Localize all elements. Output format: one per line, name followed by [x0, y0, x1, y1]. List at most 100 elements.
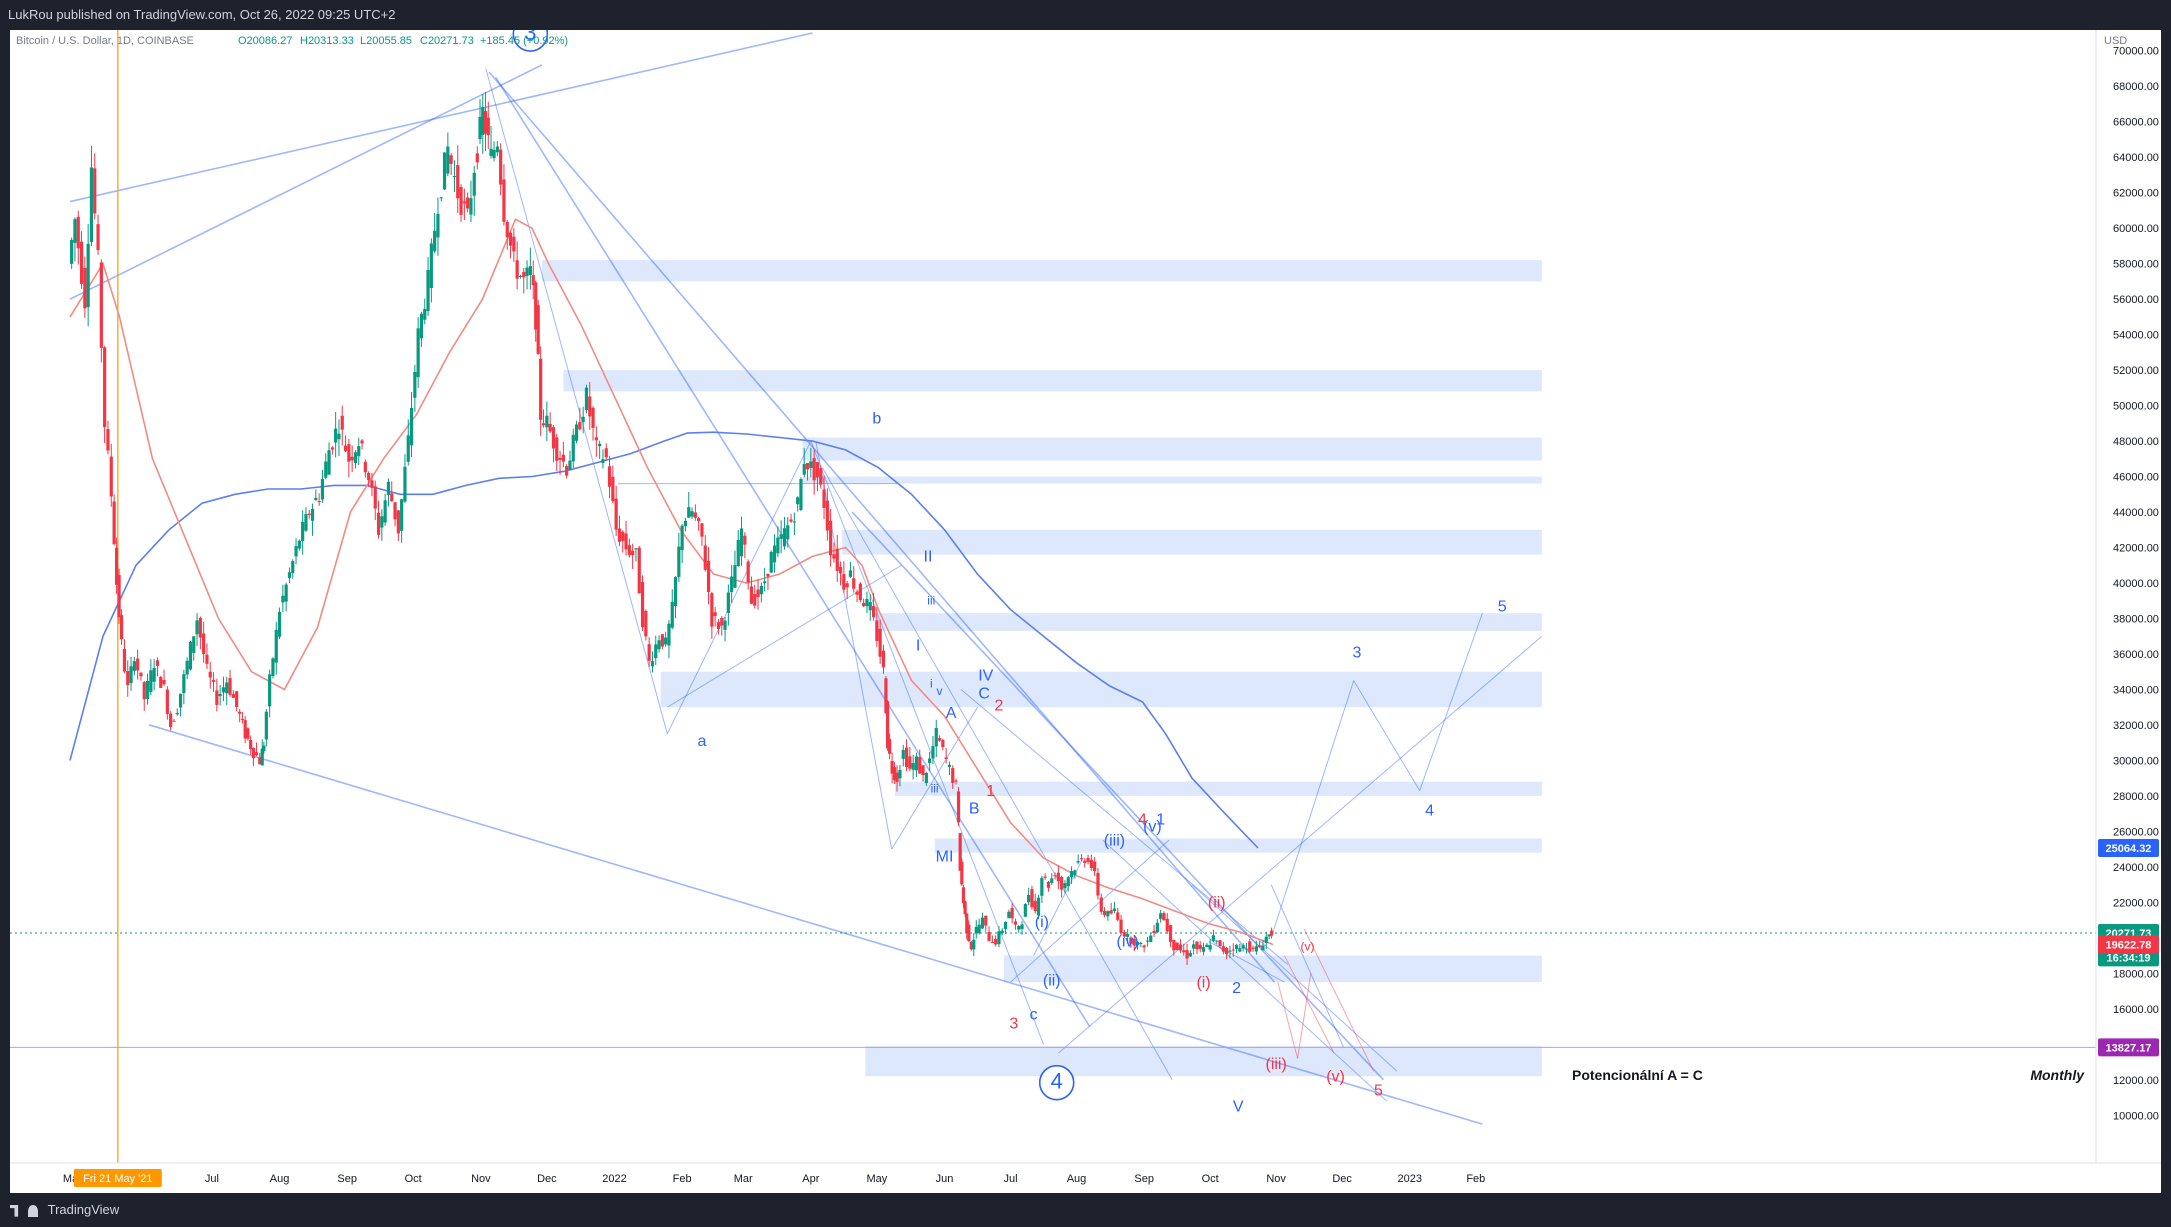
trendline-2 [148, 724, 1483, 1125]
time-tick-label: Mar [734, 1173, 753, 1185]
candle-body [901, 750, 905, 759]
candle-body [756, 589, 760, 598]
candle-body [442, 152, 447, 190]
candle-body [591, 407, 595, 428]
candle-body [155, 660, 160, 666]
candle-body [307, 513, 311, 515]
candle-body [1050, 878, 1054, 883]
time-tick-label: Sep [1134, 1173, 1154, 1185]
candle-body [481, 107, 485, 135]
candle-body [238, 711, 242, 714]
candle-body [958, 833, 962, 871]
candle-body [215, 690, 219, 705]
candle-body [980, 917, 985, 929]
candle-body [416, 328, 420, 378]
candle-body [782, 528, 787, 547]
candle-body [178, 693, 183, 708]
candle-body [1073, 870, 1077, 876]
time-tick-label: Jul [1003, 1173, 1017, 1185]
wave-label-1: 4 [1051, 1069, 1063, 1094]
candle-body [357, 446, 361, 457]
candle-body [832, 554, 836, 559]
candle-body [984, 915, 988, 926]
candle-body [548, 423, 552, 432]
candle-body [871, 606, 876, 618]
wave-labels: 34bacIIIiiiiviiiMIIVABC213(i)(ii)(iii)(i… [512, 30, 1507, 1116]
candle-body [1043, 876, 1047, 878]
time-tick-label: Feb [1466, 1173, 1485, 1185]
candle-body [1168, 925, 1173, 942]
candle-body [320, 479, 325, 500]
time-tick-label: 2023 [1398, 1173, 1422, 1185]
candle-body [746, 561, 750, 583]
candle-body [188, 642, 193, 670]
candle-body [944, 757, 948, 759]
candle-body [1238, 948, 1242, 952]
candle-body [413, 371, 417, 398]
candle-body [1122, 932, 1126, 937]
wave-label-29: (iii) [1265, 1056, 1286, 1073]
candle-body [439, 197, 443, 199]
candle-body [1228, 950, 1232, 952]
candle-body [611, 476, 615, 502]
candle-body [963, 901, 967, 915]
candle-body [1270, 930, 1274, 936]
candle-body [483, 111, 488, 134]
candle-body [852, 578, 856, 589]
trendline-14 [821, 467, 1173, 1081]
candle-body [103, 347, 107, 428]
candle-body [954, 780, 958, 782]
candle-body [710, 593, 714, 627]
candle-body [462, 201, 466, 204]
candle-body [1066, 877, 1070, 887]
zone-2 [802, 437, 1542, 461]
candle-body [436, 213, 440, 238]
wave-label-2: b [872, 410, 881, 427]
candle-body [640, 582, 645, 628]
candle-body [627, 545, 631, 556]
candle-body [614, 498, 618, 530]
candle-body [1076, 861, 1080, 863]
candle-body [96, 224, 100, 250]
wave-label-28: 2 [1232, 980, 1241, 997]
price-tick-label: 66000.00 [2113, 117, 2159, 129]
candle-body [1261, 945, 1265, 951]
candle-body [317, 500, 321, 502]
candle-body [109, 456, 113, 497]
candle-body [961, 887, 966, 904]
price-chart[interactable]: 34bacIIIiiiiviiiMIIVABC213(i)(ii)(iii)(i… [10, 30, 2161, 1193]
candle-body [1162, 913, 1166, 921]
price-tick-label: 34000.00 [2113, 684, 2159, 696]
candle-body [604, 448, 608, 458]
candle-body [1036, 897, 1041, 916]
candle-body [271, 658, 275, 676]
candle-body [235, 691, 239, 707]
candle-body [1145, 940, 1150, 942]
candle-body [251, 748, 256, 759]
candle-body [941, 739, 945, 748]
wave-label-5: II [924, 549, 933, 566]
candle-body [1023, 903, 1027, 917]
wave-label-36: 5 [1498, 598, 1507, 615]
trendline-16 [1058, 635, 1543, 1054]
candle-body [304, 514, 308, 531]
candle-body [650, 661, 655, 667]
candle-body [937, 738, 942, 741]
candle-body [956, 791, 961, 823]
wave-label-22: (iv) [1117, 934, 1139, 951]
price-tick-label: 56000.00 [2113, 294, 2159, 306]
candle-body [1056, 872, 1060, 882]
candle-body [1126, 933, 1130, 937]
candle-body [169, 713, 173, 728]
candle-body [383, 500, 387, 523]
candle-body [1258, 945, 1262, 947]
footer-brand: TradingView [47, 1202, 120, 1217]
candle-body [865, 599, 869, 607]
candle-body [1132, 938, 1136, 946]
candle-body [456, 165, 460, 199]
candle-body [79, 241, 84, 284]
candle-body [766, 573, 770, 577]
candle-body [386, 481, 391, 495]
sma-red-line [69, 218, 1274, 946]
trendline-21 [1353, 680, 1421, 791]
